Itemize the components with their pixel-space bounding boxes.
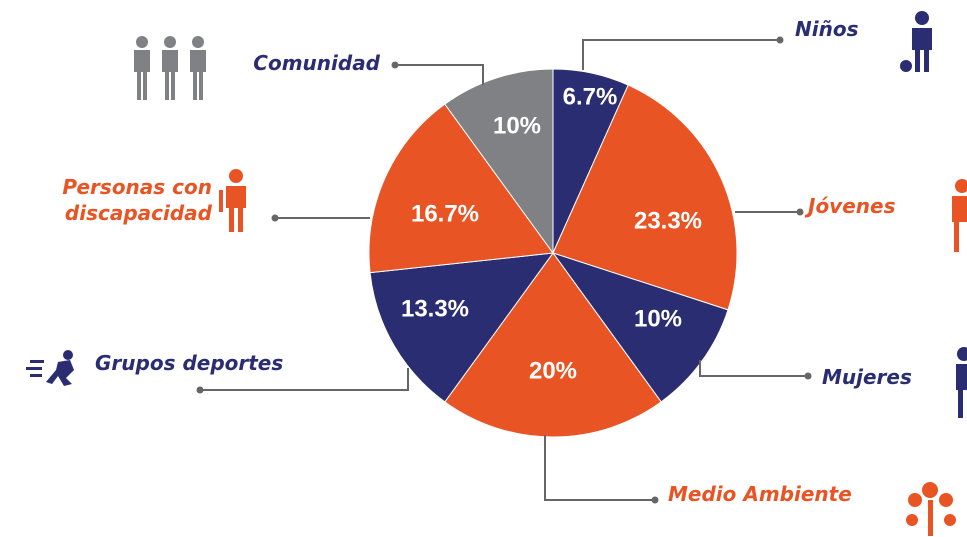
value-label: 23.3% (634, 207, 702, 234)
leader-line (544, 435, 655, 501)
value-label: 10% (634, 305, 682, 332)
pie-slice (368, 103, 554, 274)
icons (26, 11, 967, 536)
value-label: 20% (529, 357, 577, 384)
pie-slice (551, 252, 729, 403)
leader-dot (391, 61, 399, 69)
category-label: Mujeres (822, 365, 912, 389)
icon-comunidad (134, 36, 206, 100)
category-label: Niños (795, 17, 859, 41)
category-label: Jóvenes (808, 194, 896, 218)
pie-slice (444, 252, 662, 438)
icon-ambiente (906, 482, 956, 536)
value-label: 13.3% (401, 295, 469, 322)
icon-ninos (900, 11, 932, 72)
pie-slice (552, 84, 738, 311)
leader-dot (651, 496, 659, 504)
leader-line (200, 368, 409, 391)
category-label: Personas con discapacidad (62, 175, 212, 225)
leader-dot (776, 36, 784, 44)
leader-line (582, 39, 780, 70)
leader-line (395, 64, 484, 85)
leader-dot (196, 386, 204, 394)
pie-slice (369, 252, 555, 403)
category-label: Medio Ambiente (668, 482, 852, 506)
category-label: Grupos deportes (95, 351, 284, 375)
icon-mujeres (956, 347, 967, 418)
leader-line (699, 360, 808, 377)
value-label: 10% (493, 112, 541, 139)
leader-dot (796, 208, 804, 216)
icon-jovenes (952, 179, 967, 252)
icon-deportes (26, 350, 74, 386)
value-label: 16.7% (411, 200, 479, 227)
category-label: Comunidad (253, 51, 380, 75)
pie-slice (444, 68, 554, 255)
value-label: 6.7% (563, 83, 618, 110)
leader-dot (271, 214, 279, 222)
icon-discapacidad (219, 169, 246, 232)
leader-dot (804, 372, 812, 380)
